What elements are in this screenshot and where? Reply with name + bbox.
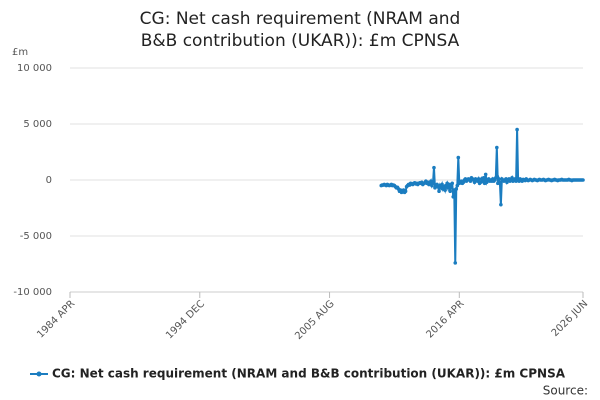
x-tick-label: 2026 JUN [550, 298, 591, 339]
series-line [380, 129, 583, 263]
y-tick-label: 5 000 [23, 119, 52, 130]
source: Source: [543, 384, 588, 398]
y-tick-label: 10 000 [17, 63, 52, 74]
data-point [403, 189, 408, 193]
data-point [481, 175, 486, 180]
data-point [448, 189, 452, 193]
x-tick-label: 2016 APR [425, 298, 467, 340]
data-point [494, 175, 498, 180]
data-point [432, 165, 436, 170]
data-point [495, 145, 499, 150]
legend-label: CG: Net cash requirement (NRAM and B&B c… [52, 367, 566, 381]
data-point [446, 186, 450, 190]
data-point [515, 127, 519, 132]
data-point [498, 180, 502, 185]
x-tick-label: 2005 AUG [293, 298, 337, 342]
legend-marker [36, 371, 42, 377]
chart-title: CG: Net cash requirement (NRAM and B&B co… [140, 9, 461, 51]
x-tick-label: 1984 APR [35, 298, 77, 340]
x-tick-label: 1994 DEC [164, 298, 207, 341]
data-point [581, 178, 585, 182]
data-point [483, 172, 488, 177]
y-tick-label: -10 000 [13, 287, 52, 298]
data-point [443, 188, 447, 192]
data-point [456, 155, 461, 160]
y-axis-label: £m [12, 47, 28, 58]
data-point [451, 195, 456, 199]
data-point [497, 177, 501, 181]
data-point [453, 261, 458, 265]
y-tick-label: -5 000 [20, 231, 52, 242]
y-tick-label: 0 [46, 175, 52, 186]
data-point [476, 177, 481, 181]
data-point [499, 202, 503, 207]
data-point [454, 187, 459, 191]
data-point [431, 181, 435, 186]
data-point [437, 189, 441, 193]
data-point [450, 181, 455, 186]
